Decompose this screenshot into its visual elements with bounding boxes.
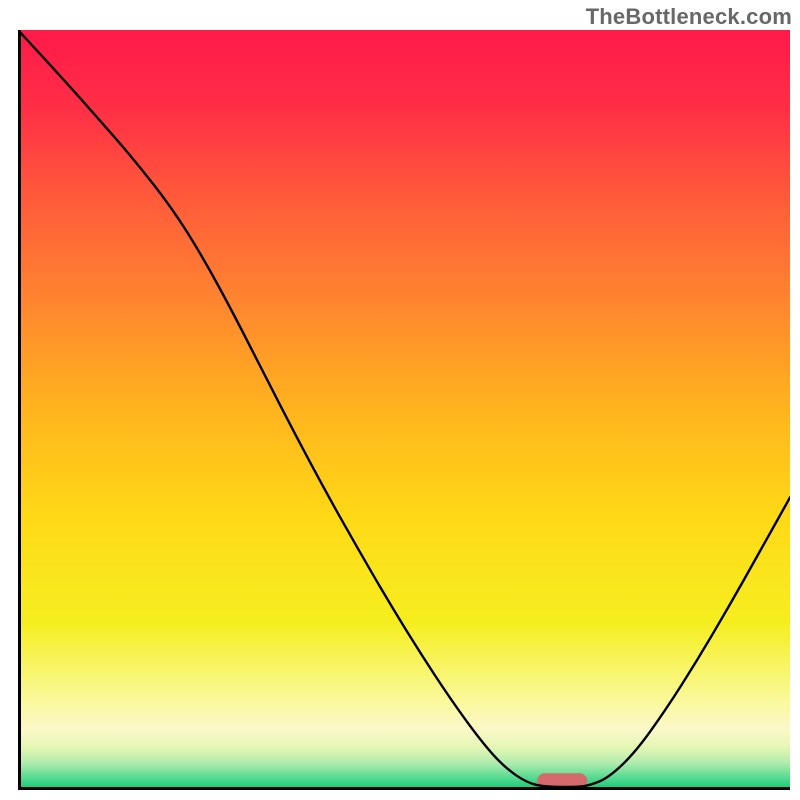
plot-area [18,30,790,790]
chart-container: TheBottleneck.com [0,0,800,800]
axes-layer [18,30,790,790]
watermark-text: TheBottleneck.com [586,4,792,30]
